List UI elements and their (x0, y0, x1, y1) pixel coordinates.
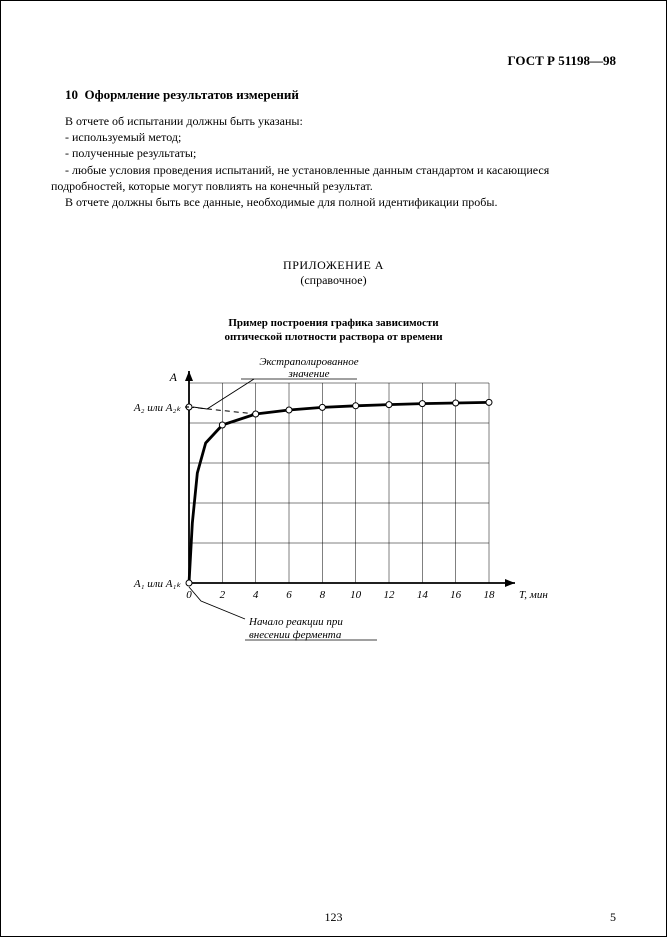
svg-text:2: 2 (219, 589, 225, 601)
svg-text:Экстраполированное: Экстраполированное (259, 356, 358, 368)
body-text: В отчете об испытании должны быть указан… (51, 113, 616, 210)
bullet-2: - полученные результаты; (65, 145, 616, 161)
svg-text:внесении фермента: внесении фермента (249, 629, 342, 641)
svg-text:12: 12 (383, 589, 395, 601)
page-number-right: 5 (610, 910, 616, 925)
bullet-3a: - любые условия проведения испытаний, не… (65, 162, 616, 178)
document-id: ГОСТ Р 51198—98 (51, 53, 616, 69)
svg-text:8: 8 (319, 589, 325, 601)
svg-text:Начало реакции при: Начало реакции при (248, 616, 343, 628)
intro-line: В отчете об испытании должны быть указан… (51, 113, 616, 129)
chart-svg: 0 2 4 6 8 10 12 14 16 18 A T, мин A₂ или A₂ₖ A₁ или A… (119, 353, 549, 663)
appendix-block: ПРИЛОЖЕНИЕ А (справочное) (51, 258, 616, 288)
page: ГОСТ Р 51198—98 10 Оформление результато… (0, 0, 667, 937)
svg-text:A₁ или A₁ₖ: A₁ или A₁ₖ (132, 578, 180, 590)
chart-title: Пример построения графика зависимости оп… (51, 316, 616, 345)
section-heading: 10 Оформление результатов измерений (65, 87, 616, 103)
para-2: В отчете должны быть все данные, необход… (51, 194, 616, 210)
appendix-note: (справочное) (51, 273, 616, 288)
svg-text:T, мин: T, мин (519, 589, 548, 601)
chart-container: 0 2 4 6 8 10 12 14 16 18 A T, мин A₂ или A₂ₖ A₁ или A… (51, 353, 616, 663)
chart-title-l1: Пример построения графика зависимости (228, 317, 438, 329)
svg-text:14: 14 (416, 589, 428, 601)
svg-text:18: 18 (483, 589, 495, 601)
svg-text:значение: значение (287, 368, 329, 380)
svg-text:0: 0 (186, 589, 192, 601)
svg-text:16: 16 (450, 589, 462, 601)
bullet-3b: подробностей, которые могут повлиять на … (51, 178, 616, 194)
section-title: Оформление результатов измерений (85, 87, 299, 102)
section-number: 10 (65, 87, 78, 102)
svg-text:10: 10 (350, 589, 362, 601)
svg-text:A₂ или A₂ₖ: A₂ или A₂ₖ (132, 402, 180, 414)
page-number-center: 123 (1, 910, 666, 925)
appendix-label: ПРИЛОЖЕНИЕ А (51, 258, 616, 273)
bullet-1: - используемый метод; (65, 129, 616, 145)
svg-text:6: 6 (286, 589, 292, 601)
chart-title-l2: оптической плотности раствора от времени (224, 331, 442, 343)
svg-text:A: A (168, 370, 177, 384)
svg-text:4: 4 (252, 589, 258, 601)
